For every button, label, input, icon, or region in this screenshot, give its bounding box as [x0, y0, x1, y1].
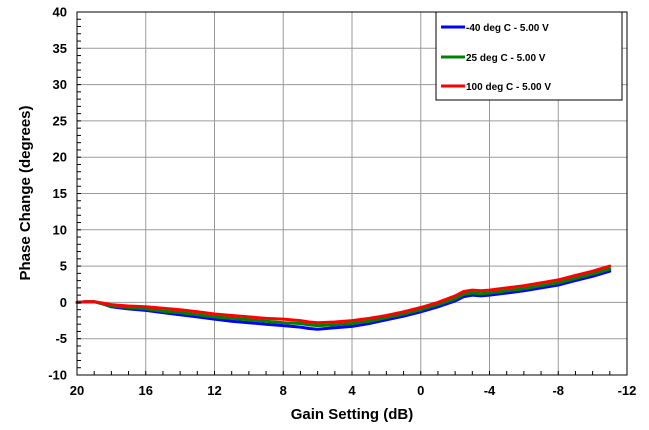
x-tick-label: -12 — [618, 383, 637, 398]
y-tick-label: 0 — [60, 295, 67, 310]
y-tick-label: -5 — [55, 331, 67, 346]
legend-label-cold: -40 deg C - 5.00 V — [466, 23, 549, 34]
y-tick-label: 30 — [53, 77, 67, 92]
series-line-1 — [75, 267, 612, 328]
x-tick-label: 20 — [70, 383, 84, 398]
x-tick-label: -4 — [484, 383, 496, 398]
x-axis-title: Gain Setting (dB) — [291, 406, 414, 423]
y-tick-label: 5 — [60, 259, 67, 274]
legend-box — [435, 11, 623, 101]
y-tick-label: 25 — [53, 113, 67, 128]
x-tick-label: 12 — [207, 383, 221, 398]
x-tick-label: 0 — [417, 383, 424, 398]
x-tick-label: -8 — [552, 383, 564, 398]
x-tick-label: 16 — [139, 383, 153, 398]
x-tick-label: 4 — [348, 383, 356, 398]
y-tick-label: 15 — [53, 186, 67, 201]
y-tick-label: 35 — [53, 41, 67, 56]
axis-ticks — [76, 11, 628, 376]
y-tick-label: 10 — [53, 222, 67, 237]
y-tick-label: 20 — [53, 150, 67, 165]
legend: -40 deg C - 5.00 V 25 deg C - 5.00 V 100… — [435, 11, 623, 101]
y-axis-title: Phase Change (degrees) — [17, 105, 34, 280]
series-line-2 — [75, 264, 612, 325]
legend-label-room: 25 deg C - 5.00 V — [466, 53, 546, 64]
x-tick-label: 8 — [280, 383, 287, 398]
y-tick-label: -10 — [48, 368, 67, 383]
data-series — [75, 264, 612, 331]
y-tick-label: 40 — [53, 5, 67, 20]
grid-lines — [77, 12, 627, 375]
legend-label-hot: 100 deg C - 5.00 V — [466, 82, 551, 93]
